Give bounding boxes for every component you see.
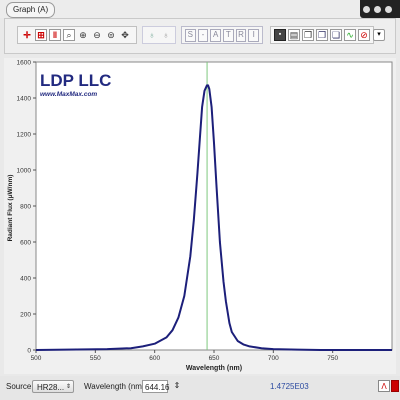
updown-icon: ⇕	[65, 384, 71, 390]
window-control-icon[interactable]	[385, 6, 392, 13]
crosshair-icon[interactable]: ✛	[23, 30, 31, 40]
mode-t-button[interactable]: T	[223, 28, 234, 42]
zoom-tool-group: ✛ ⊞ ‖ ⌕ ⊕ ⊖ ⊜ ✥	[17, 26, 137, 44]
stop-icon[interactable]: ⊘	[358, 29, 370, 41]
x-tick-label: 550	[90, 355, 101, 362]
flux-readout: 1.4725E03	[270, 382, 309, 391]
graph-tab[interactable]: Graph (A)	[6, 2, 56, 18]
x-tick-label: 700	[268, 355, 279, 362]
x-axis: 500 550 600 650 700 750	[31, 350, 338, 362]
save-icon[interactable]: ▪	[274, 29, 286, 41]
wavelength-label: Wavelength (nm):	[84, 382, 147, 391]
x-tick-label: 650	[209, 355, 220, 362]
chart-panel: LDP LLC www.MaxMax.com 0 200 400 600 800 1000…	[4, 58, 396, 374]
window-control-icon[interactable]	[374, 6, 381, 13]
mode-a-button[interactable]: A	[210, 28, 222, 42]
graph-title-bar: Graph (A)	[0, 0, 400, 18]
x-axis-label: Wavelength (nm)	[186, 365, 242, 372]
x-tick-label: 750	[327, 355, 338, 362]
source-value: HR28...	[37, 383, 65, 392]
peak-icon[interactable]: Λ	[378, 380, 390, 392]
file-tool-group: ▪ ▤ ❐ ❐ ❏ ∿ ⊘	[270, 26, 374, 44]
mode-dash-button[interactable]: -	[197, 28, 209, 42]
pan-icon[interactable]: ✥	[121, 30, 129, 40]
y-axis-label: Radiant Flux (μW/nm)	[7, 175, 14, 242]
copy-data-icon[interactable]: ❐	[316, 29, 328, 41]
zoom-out-icon[interactable]: ⊖	[93, 30, 101, 40]
y-tick-label: 800	[20, 204, 31, 211]
y-tick-label: 1200	[17, 132, 32, 139]
y-tick-label: 1400	[17, 96, 32, 103]
print-icon[interactable]: ▤	[288, 29, 300, 41]
bulb-off-icon[interactable]: ♁	[162, 30, 170, 40]
copy-icon[interactable]: ❐	[302, 29, 314, 41]
wavelength-field[interactable]: 644.16	[142, 380, 169, 393]
y-tick-label: 1600	[17, 60, 32, 67]
export-icon[interactable]: ❏	[330, 29, 342, 41]
graph-toolbar: ✛ ⊞ ‖ ⌕ ⊕ ⊖ ⊜ ✥ ♁ ♁ S - A T R I ▪ ▤ ❐ ❐ …	[4, 18, 396, 54]
x-tick-label: 500	[31, 355, 42, 362]
source-label: Source:	[6, 382, 34, 391]
status-bar: Source: HR28... ⇕ Wavelength (nm): 644.1…	[0, 376, 400, 400]
mode-i-button[interactable]: I	[248, 28, 260, 42]
stepper-icon[interactable]: ⇕	[173, 381, 181, 390]
y-axis: 0 200 400 600 800 1000 1200 1400 1600	[17, 60, 36, 355]
logo-title: LDP LLC	[40, 71, 111, 90]
spectrum-icon[interactable]: ∿	[344, 29, 356, 41]
y-tick-label: 200	[20, 312, 31, 319]
spectrum-chart[interactable]: LDP LLC www.MaxMax.com 0 200 400 600 800 1000…	[4, 58, 396, 374]
zoom-fit-icon[interactable]: ⌕	[63, 29, 75, 41]
mode-s-button[interactable]: S	[185, 28, 196, 42]
window-controls	[360, 0, 400, 18]
zoom-reset-icon[interactable]: ⊜	[107, 30, 115, 40]
zoom-box-icon[interactable]: ⊞	[35, 29, 47, 41]
mode-r-button[interactable]: R	[235, 28, 247, 42]
logo-url: www.MaxMax.com	[40, 91, 97, 98]
window-control-icon[interactable]	[363, 6, 370, 13]
chevron-down-icon[interactable]: ▾	[373, 29, 385, 41]
zoom-in-icon[interactable]: ⊕	[79, 30, 87, 40]
bulb-on-icon[interactable]: ♁	[148, 30, 156, 40]
pause-icon[interactable]: ‖	[49, 29, 61, 41]
y-tick-label: 1000	[17, 168, 32, 175]
plot-area	[35, 61, 393, 351]
bulb-tool-group: ♁ ♁	[142, 26, 176, 44]
series-line	[35, 84, 392, 351]
mode-letter-group: S - A T R I	[181, 26, 263, 44]
source-select[interactable]: HR28... ⇕	[32, 380, 74, 393]
x-tick-label: 600	[149, 355, 160, 362]
y-tick-label: 400	[20, 276, 31, 283]
y-tick-label: 600	[20, 240, 31, 247]
alert-icon[interactable]	[391, 380, 399, 392]
y-tick-label: 0	[27, 348, 31, 355]
